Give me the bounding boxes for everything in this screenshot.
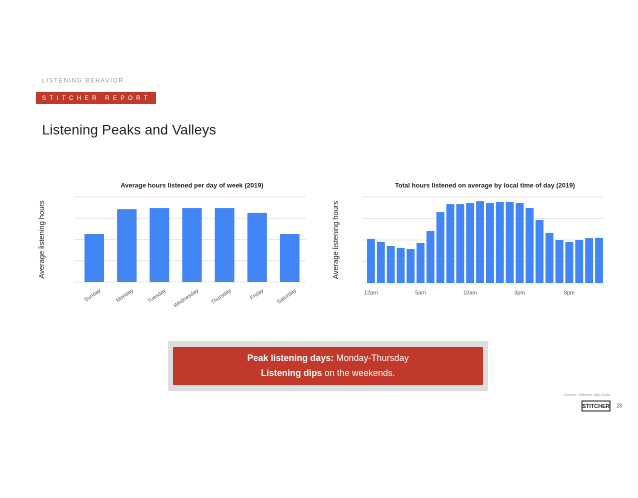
bar <box>505 201 514 283</box>
logo-box <box>581 400 611 412</box>
bar <box>386 246 395 283</box>
bar <box>495 201 504 283</box>
bar <box>515 203 524 283</box>
bar <box>406 249 415 283</box>
x-tick-label: Sunday <box>84 288 103 304</box>
section-label: LISTENING BEHAVIOR <box>42 79 124 85</box>
callout-box <box>173 347 483 385</box>
callout-line: Listening dips on the weekends. <box>261 368 395 378</box>
bar <box>525 207 534 283</box>
bar <box>117 209 137 282</box>
x-tick-label: Tuesday <box>147 288 168 305</box>
bar <box>426 230 435 283</box>
callout-text: Monday-Thursday <box>336 353 409 363</box>
bar <box>535 220 544 283</box>
page-number: 28 <box>616 403 622 409</box>
bar <box>575 240 584 283</box>
bar <box>466 203 475 283</box>
bar <box>247 212 267 282</box>
bar <box>565 241 574 283</box>
bar <box>555 240 564 283</box>
x-tick-label: 5am <box>415 290 426 296</box>
callout-text: on the weekends. <box>324 368 395 378</box>
bar <box>545 232 554 283</box>
bar <box>182 208 202 282</box>
bar <box>149 208 170 282</box>
report-label: STITCHER REPORT 2020 <box>42 96 183 102</box>
x-tick-label: Friday <box>249 288 265 302</box>
bar <box>446 204 455 283</box>
x-tick-label: Monday <box>115 288 135 304</box>
x-tick-label: 8pm <box>564 290 575 296</box>
bar <box>214 208 235 282</box>
bar <box>456 204 465 283</box>
callout-bold: Listening dips <box>261 368 322 378</box>
callout-line: Peak listening days: Monday-Thursday <box>247 353 409 363</box>
x-tick-label: Saturday <box>276 288 298 306</box>
x-tick-label: Wednesday <box>173 288 200 310</box>
x-tick-label: 10am <box>463 290 477 296</box>
bar <box>585 238 594 283</box>
bar <box>366 238 375 283</box>
x-tick-label: 3pm <box>514 290 525 296</box>
bar <box>84 233 105 282</box>
bar <box>396 247 405 283</box>
y-axis-label: Average listening hours <box>331 201 340 279</box>
bar <box>595 237 604 283</box>
chart-title: Average hours listened per day of week (… <box>121 183 264 190</box>
slide-title: Listening Peaks and Valleys <box>42 122 216 138</box>
bar <box>476 201 485 283</box>
bar <box>416 243 425 283</box>
report-banner <box>36 92 156 104</box>
x-tick-label: 12am <box>364 290 378 296</box>
x-tick-label: Thursday <box>210 288 232 306</box>
bar <box>485 203 494 283</box>
bar <box>279 233 300 282</box>
source: Source: Stitcher App Data <box>564 392 611 397</box>
bar <box>376 241 385 283</box>
chart-title: Total hours listened on average by local… <box>395 183 575 190</box>
callout-bold: Peak listening days: <box>247 353 334 363</box>
logo: STITCHER <box>582 404 610 410</box>
bar <box>436 212 445 283</box>
y-axis-label: Average listening hours <box>37 200 46 278</box>
